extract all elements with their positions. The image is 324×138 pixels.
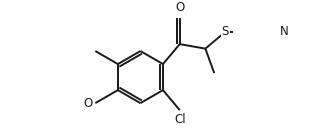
Text: Cl: Cl [174,113,186,126]
Text: O: O [175,1,184,14]
Text: N: N [280,25,289,38]
Text: O: O [83,97,93,110]
Text: S: S [222,25,229,38]
